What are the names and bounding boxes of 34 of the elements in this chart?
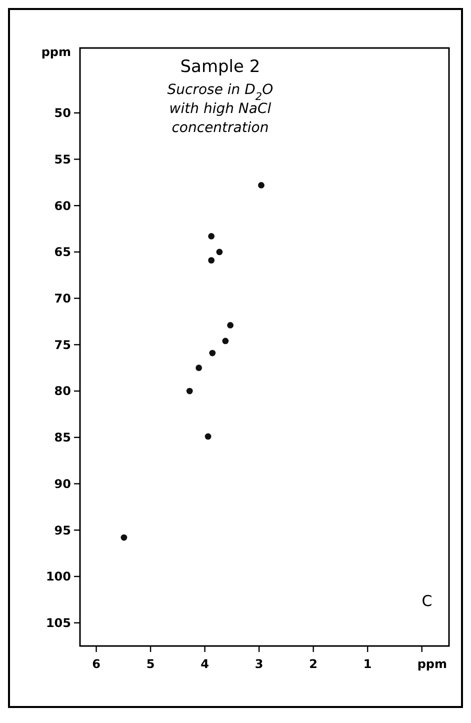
point <box>216 248 223 256</box>
y-tick-label: 90 <box>54 476 71 491</box>
y-tick-label: 55 <box>54 152 71 166</box>
y-tick-label: 105 <box>46 616 71 630</box>
text: Sucrose in D$_{2}$O with high NaCl concentration <box>167 82 274 136</box>
point <box>258 182 264 188</box>
x-tick-label: 2 <box>309 657 318 671</box>
point <box>208 257 215 264</box>
point <box>209 350 216 356</box>
text: Sample 2 <box>180 57 260 77</box>
x-tick-label: 5 <box>146 657 155 671</box>
point <box>222 338 229 344</box>
point <box>208 233 215 240</box>
x-tick-label: 4 <box>200 657 209 671</box>
y-tick-label: 65 <box>54 245 71 260</box>
y-tick-label: 75 <box>54 338 71 352</box>
y-tick-label: 70 <box>54 292 71 306</box>
point <box>227 322 234 328</box>
y-tick-label: 50 <box>54 106 71 120</box>
point <box>120 534 128 541</box>
y-tick-label: 95 <box>54 523 71 538</box>
point <box>204 433 212 440</box>
x-tick-label: 6 <box>92 657 100 671</box>
x-axis-title: ppm <box>417 657 447 671</box>
point <box>186 388 193 394</box>
y-tick-label: 80 <box>54 384 71 398</box>
point <box>196 364 202 372</box>
y-tick-label: 85 <box>54 430 71 445</box>
annotation: C <box>422 592 432 610</box>
y-tick-label: 60 <box>54 198 71 213</box>
y-tick-label: 100 <box>46 570 71 584</box>
x-tick-label: 1 <box>363 657 372 671</box>
y-axis-title: ppm <box>41 45 71 60</box>
x-tick-label: 3 <box>254 657 264 671</box>
